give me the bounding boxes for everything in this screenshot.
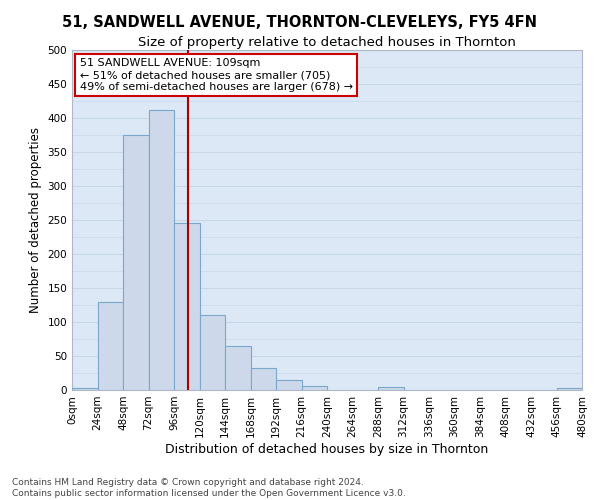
Bar [123,135,149,390]
Text: Contains HM Land Registry data © Crown copyright and database right 2024.
Contai: Contains HM Land Registry data © Crown c… [12,478,406,498]
Text: 51, SANDWELL AVENUE, THORNTON-CLEVELEYS, FY5 4FN: 51, SANDWELL AVENUE, THORNTON-CLEVELEYS,… [62,15,538,30]
Bar [225,346,251,390]
Text: 51 SANDWELL AVENUE: 109sqm
← 51% of detached houses are smaller (705)
49% of sem: 51 SANDWELL AVENUE: 109sqm ← 51% of deta… [80,58,353,92]
Bar [302,386,327,390]
X-axis label: Distribution of detached houses by size in Thornton: Distribution of detached houses by size … [166,442,488,456]
Bar [557,388,582,390]
Bar [174,224,199,390]
Bar [72,388,97,390]
Title: Size of property relative to detached houses in Thornton: Size of property relative to detached ho… [138,36,516,49]
Bar [251,368,276,390]
Bar [378,386,404,390]
Bar [199,315,225,390]
Bar [149,110,174,390]
Bar [97,302,123,390]
Y-axis label: Number of detached properties: Number of detached properties [29,127,42,313]
Bar [276,380,302,390]
